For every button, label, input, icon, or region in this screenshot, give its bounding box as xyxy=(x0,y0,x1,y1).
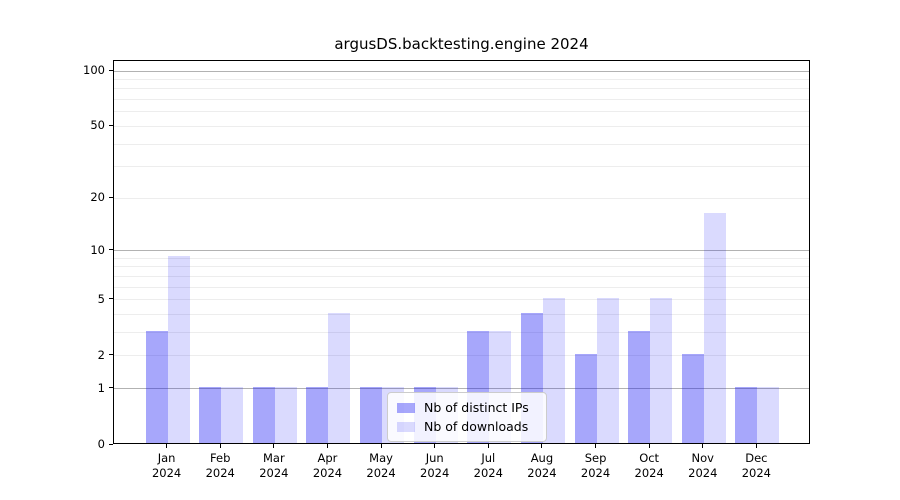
bar-downloads-nov xyxy=(703,213,726,443)
x-axis-label-jan: Jan 2024 xyxy=(151,451,182,480)
bar-downloads-mar xyxy=(274,386,297,443)
x-tick-mark-may xyxy=(380,444,382,448)
x-tick-mark-mar xyxy=(273,444,275,448)
legend-swatch-downloads xyxy=(397,421,415,432)
gridline-minor-60 xyxy=(114,111,809,113)
y-tick-mark-20 xyxy=(109,196,113,198)
x-axis-label-feb: Feb 2024 xyxy=(205,451,235,480)
x-tick-mark-oct xyxy=(648,444,650,448)
y-axis-label-20: 20 xyxy=(90,190,105,205)
y-axis-label-0: 0 xyxy=(97,437,105,451)
gridline-minor-80 xyxy=(114,88,809,90)
x-axis-label-nov: Nov 2024 xyxy=(688,451,718,480)
x-axis-label-mar: Mar 2024 xyxy=(259,451,289,480)
x-axis-label-dec: Dec 2024 xyxy=(741,451,772,480)
chart-title: argusDS.backtesting.engine 2024 xyxy=(334,35,589,53)
y-tick-mark-10 xyxy=(109,249,113,251)
y-tick-mark-2 xyxy=(109,354,113,356)
gridline-major-10 xyxy=(114,250,809,252)
bar-distinct-ips-feb xyxy=(199,386,222,443)
y-tick-mark-100 xyxy=(109,69,113,71)
y-axis-label-1: 1 xyxy=(97,380,105,395)
bar-downloads-oct xyxy=(650,297,673,443)
bar-distinct-ips-may xyxy=(360,386,383,443)
legend-label-distinct-ips: Nb of distinct IPs xyxy=(424,400,529,415)
bar-distinct-ips-dec xyxy=(735,386,758,443)
legend-item-downloads: Nb of downloads xyxy=(397,417,537,436)
plot-area: Nb of distinct IPs Nb of downloads xyxy=(113,60,810,444)
x-tick-mark-jan xyxy=(166,444,168,448)
gridline-minor-8 xyxy=(114,266,809,268)
y-tick-mark-0 xyxy=(109,443,113,445)
gridline-minor-9 xyxy=(114,257,809,259)
x-axis-label-jul: Jul 2024 xyxy=(473,451,503,480)
bar-downloads-aug xyxy=(542,297,565,443)
gridline-minor-6 xyxy=(114,286,809,288)
x-tick-mark-feb xyxy=(219,444,221,448)
x-tick-mark-apr xyxy=(326,444,328,448)
x-axis-label-jun: Jun 2024 xyxy=(420,451,450,480)
gridline-minor-5 xyxy=(114,299,809,301)
gridline-minor-2 xyxy=(114,355,809,357)
x-axis-label-aug: Aug 2024 xyxy=(527,451,557,480)
y-axis-label-100: 100 xyxy=(83,63,105,77)
bar-distinct-ips-jan xyxy=(145,330,168,443)
gridline-minor-30 xyxy=(114,166,809,168)
y-tick-mark-50 xyxy=(109,124,113,126)
x-tick-mark-aug xyxy=(541,444,543,448)
y-tick-mark-5 xyxy=(109,298,113,300)
bar-distinct-ips-oct xyxy=(628,330,651,443)
x-axis-label-apr: Apr 2024 xyxy=(312,451,343,480)
bar-downloads-feb xyxy=(221,386,244,443)
legend-item-distinct-ips: Nb of distinct IPs xyxy=(397,398,537,417)
x-tick-mark-nov xyxy=(702,444,704,448)
legend-label-downloads: Nb of downloads xyxy=(424,419,529,434)
gridline-minor-3 xyxy=(114,332,809,334)
gridline-minor-90 xyxy=(114,78,809,80)
gridline-major-100 xyxy=(114,70,809,72)
bar-distinct-ips-mar xyxy=(252,386,275,443)
y-axis-label-50: 50 xyxy=(90,118,105,133)
y-axis-label-5: 5 xyxy=(97,291,105,306)
gridline-minor-70 xyxy=(114,99,809,101)
x-tick-mark-jun xyxy=(434,444,436,448)
x-tick-mark-dec xyxy=(755,444,757,448)
bar-downloads-jan xyxy=(167,256,190,443)
y-axis-label-10: 10 xyxy=(90,242,105,257)
bar-downloads-sep xyxy=(596,297,619,443)
gridline-minor-4 xyxy=(114,314,809,316)
gridline-minor-20 xyxy=(114,197,809,199)
x-tick-mark-sep xyxy=(595,444,597,448)
x-axis-label-oct: Oct 2024 xyxy=(634,451,664,480)
bar-distinct-ips-sep xyxy=(574,353,597,443)
y-axis-label-2: 2 xyxy=(97,347,105,362)
x-axis-label-sep: Sep 2024 xyxy=(580,451,611,480)
legend: Nb of distinct IPs Nb of downloads xyxy=(387,392,547,442)
x-tick-mark-jul xyxy=(487,444,489,448)
y-tick-mark-1 xyxy=(109,387,113,389)
x-axis-label-may: May 2024 xyxy=(366,451,396,480)
bar-distinct-ips-apr xyxy=(306,386,329,443)
bar-downloads-apr xyxy=(328,312,351,443)
bar-distinct-ips-nov xyxy=(681,353,704,443)
bar-downloads-dec xyxy=(757,386,780,443)
gridline-major-1 xyxy=(114,388,809,390)
gridline-minor-50 xyxy=(114,125,809,127)
gridline-minor-7 xyxy=(114,275,809,277)
gridline-minor-40 xyxy=(114,143,809,145)
legend-swatch-distinct-ips xyxy=(397,402,415,413)
